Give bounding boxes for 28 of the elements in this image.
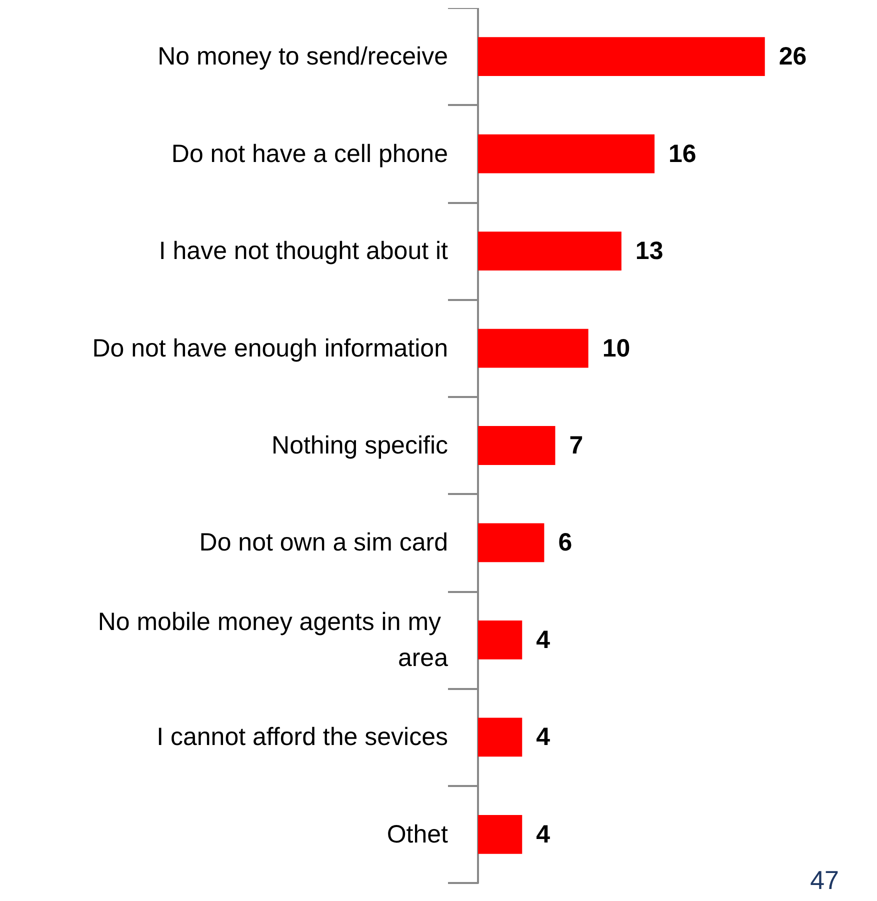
bar	[478, 232, 622, 270]
data-label: 10	[602, 334, 630, 362]
bar	[478, 718, 522, 757]
data-label: 7	[569, 432, 584, 460]
text: 47	[810, 865, 839, 895]
bar	[478, 620, 522, 660]
y-tick-label: No mobile money agents in my area	[98, 608, 448, 672]
data-label: 26	[778, 42, 807, 71]
bar	[478, 328, 588, 368]
y-tick-label: I cannot afford the sevices	[156, 723, 448, 752]
y-tick-label: Do not have a cell phone	[171, 140, 448, 168]
bar	[478, 134, 655, 174]
y-tick-label: I have not thought about it	[158, 237, 448, 266]
data-label: 4	[536, 723, 550, 752]
data-label: 13	[635, 237, 664, 266]
y-tick-label: No money to send/receive	[158, 42, 448, 71]
y-tick-label: Othet	[386, 820, 448, 848]
bar	[478, 814, 522, 854]
data-label: 4	[536, 626, 550, 654]
y-tick-label: Do not have enough information	[92, 334, 448, 362]
data-label: 6	[558, 528, 572, 557]
data-label: 4	[536, 820, 550, 848]
data-label: 16	[668, 140, 696, 168]
bar	[478, 523, 544, 562]
bar	[478, 37, 765, 76]
bar	[478, 426, 556, 465]
y-tick-label: Do not own a sim card	[199, 528, 448, 557]
y-tick-label: Nothing specific	[272, 432, 448, 460]
